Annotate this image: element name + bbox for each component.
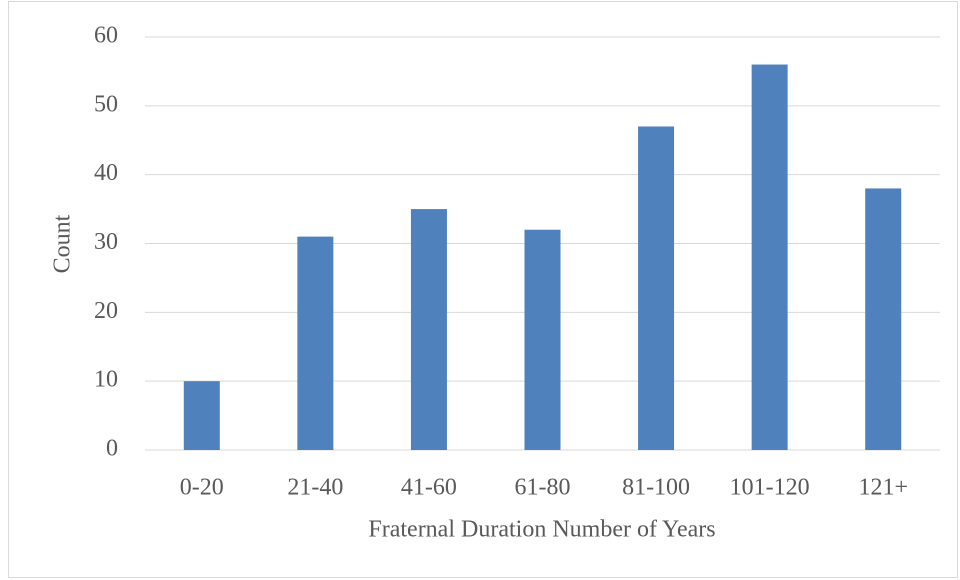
bar: [638, 126, 675, 450]
x-tick-label: 21-40: [287, 475, 343, 501]
x-tick-label: 81-100: [622, 475, 690, 501]
bar: [410, 209, 447, 450]
x-tick-label: 0-20: [180, 475, 224, 501]
y-tick-label: 20: [94, 298, 118, 324]
x-tick-label: 61-80: [515, 475, 571, 501]
y-tick-label: 0: [106, 436, 118, 462]
bar: [751, 64, 788, 451]
chart-border: [8, 1, 958, 578]
y-tick-label: 50: [94, 91, 118, 117]
y-tick-label: 60: [94, 23, 118, 49]
bar: [183, 381, 220, 450]
x-tick-label: 101-120: [730, 475, 810, 501]
bar: [865, 188, 902, 450]
x-tick-label: 121+: [858, 475, 908, 501]
y-tick-label: 30: [94, 229, 118, 255]
bar: [297, 236, 334, 450]
bar: [524, 229, 561, 450]
y-tick-label: 40: [94, 160, 118, 186]
x-axis-label: Fraternal Duration Number of Years: [368, 517, 715, 543]
y-axis-label: Count: [50, 214, 76, 273]
y-tick-label: 10: [94, 367, 118, 393]
x-tick-label: 41-60: [401, 475, 457, 501]
